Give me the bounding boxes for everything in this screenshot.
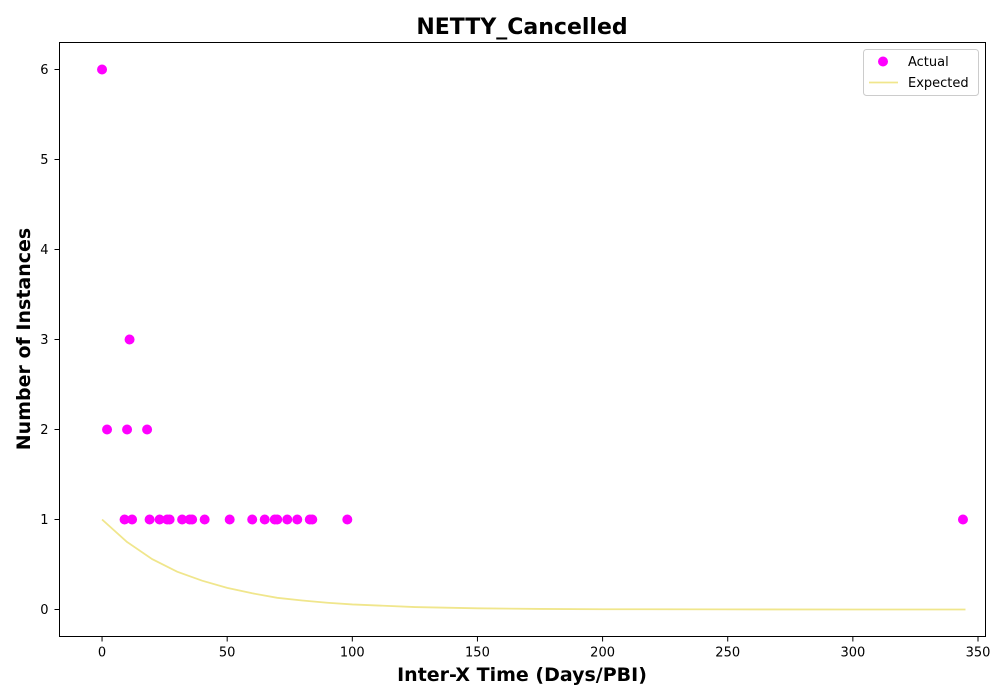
actual-point [177,514,188,525]
actual-point [119,514,130,525]
actual-point [292,514,303,525]
x-axis: 0 50 100 150 200 250 300 350 [98,636,991,661]
x-tick-label: 100 [340,646,365,661]
y-tick-label: 6 [40,63,48,78]
actual-point [342,514,353,525]
actual-point [307,514,318,525]
actual-point [247,514,258,525]
actual-point [124,334,135,345]
legend-marker-actual [878,56,888,67]
y-tick-label: 5 [40,153,48,168]
y-tick-label: 2 [40,423,48,438]
x-tick-label: 350 [966,646,991,661]
y-axis: 0 1 2 3 4 5 6 [40,63,60,618]
legend-label-actual: Actual [908,55,949,70]
actual-point [272,514,283,525]
plot-content [97,64,968,611]
x-tick-label: 300 [840,646,865,661]
actual-point [224,514,235,525]
actual-point [164,514,175,525]
actual-point [187,514,198,525]
x-tick-label: 50 [219,646,236,661]
x-tick-label: 150 [465,646,490,661]
actual-point [199,514,210,525]
legend-box [863,49,979,96]
actual-point [127,514,138,525]
plot-area [59,42,986,637]
y-axis-label: Number of Instances [13,228,35,450]
actual-point [122,424,133,435]
actual-point [282,514,293,525]
actual-point [144,514,155,525]
x-tick-label: 200 [590,646,615,661]
legend: Actual Expected [863,49,979,96]
x-tick-label: 0 [98,646,106,661]
actual-point [154,514,165,525]
chart-title: NETTY_Cancelled [416,15,627,40]
x-tick-label: 250 [715,646,740,661]
legend-label-expected: Expected [908,76,969,91]
actual-point [957,514,968,525]
expected-line [101,518,966,611]
y-tick-label: 3 [40,333,48,348]
y-tick-label: 4 [40,243,48,258]
y-tick-label: 1 [40,513,48,528]
actual-point [259,514,270,525]
x-axis-label: Inter-X Time (Days/PBI) [397,664,647,686]
actual-point [97,64,108,75]
actual-point [102,424,113,435]
y-tick-label: 0 [40,603,48,618]
actual-point [142,424,153,435]
